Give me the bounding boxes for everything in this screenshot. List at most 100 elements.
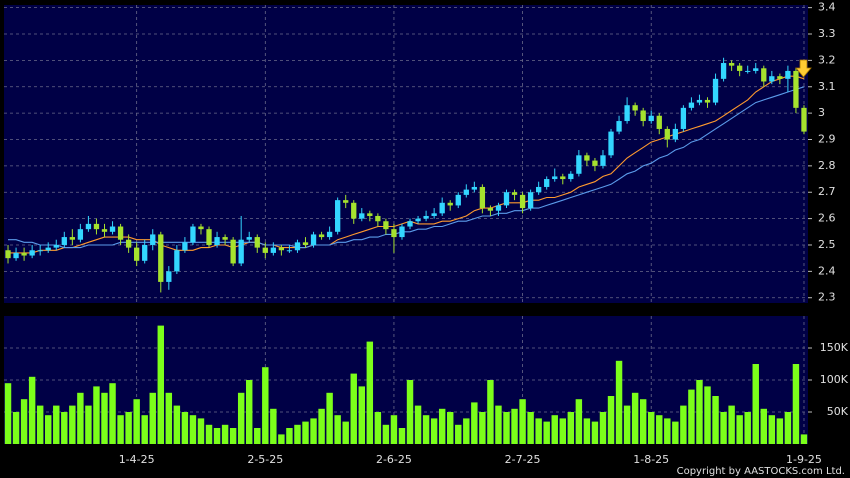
copyright: Copyright by AASTOCKS.com Ltd. bbox=[677, 466, 845, 477]
candle-body bbox=[455, 194, 461, 206]
candle-body bbox=[680, 107, 687, 129]
volume-bar bbox=[278, 434, 285, 444]
candle-body bbox=[399, 226, 405, 238]
candle-body bbox=[753, 68, 759, 71]
volume-bar bbox=[680, 405, 687, 444]
candle-body bbox=[584, 155, 590, 161]
candle-body bbox=[801, 107, 807, 132]
candle-body bbox=[511, 192, 518, 195]
candle-body bbox=[712, 78, 719, 103]
candle-body bbox=[150, 234, 156, 245]
candle-body bbox=[495, 205, 502, 211]
volume-bar bbox=[165, 392, 173, 444]
candle-body bbox=[222, 237, 228, 240]
volume-bar bbox=[559, 418, 566, 444]
volume-bar bbox=[310, 418, 317, 444]
candle-body bbox=[367, 213, 373, 216]
volume-bar bbox=[672, 421, 679, 444]
candle-body bbox=[519, 194, 526, 209]
candle-body bbox=[552, 176, 558, 180]
candle-body bbox=[487, 208, 494, 211]
volume-bar bbox=[149, 392, 156, 444]
signal-arrow bbox=[795, 59, 812, 78]
volume-bar bbox=[173, 405, 181, 444]
volume-bar bbox=[366, 341, 374, 444]
moving-average-line bbox=[8, 75, 805, 254]
candle-body bbox=[13, 252, 19, 259]
volume-bar bbox=[551, 415, 558, 444]
volume-bar bbox=[736, 415, 743, 444]
candle-body bbox=[785, 70, 791, 79]
candle-body bbox=[688, 102, 695, 108]
volume-bar bbox=[784, 412, 792, 444]
candle-body bbox=[85, 223, 92, 230]
candle-body bbox=[664, 128, 670, 140]
candle-body bbox=[672, 128, 678, 140]
candle-body bbox=[592, 160, 598, 166]
candle-body bbox=[415, 218, 421, 222]
candle-body bbox=[632, 105, 638, 111]
volume-bar bbox=[318, 408, 325, 444]
volume-bar bbox=[406, 380, 414, 444]
candle-body bbox=[761, 68, 767, 82]
volume-bar bbox=[503, 412, 510, 444]
volume-bar bbox=[792, 364, 800, 444]
candle-body bbox=[737, 65, 743, 71]
volume-bar bbox=[422, 415, 430, 444]
candle-body bbox=[101, 229, 108, 232]
candle-body bbox=[77, 229, 84, 240]
candle-body bbox=[728, 63, 735, 66]
y-tick-label: 2.5 bbox=[818, 238, 836, 251]
volume-bar bbox=[463, 418, 470, 444]
candle-body bbox=[431, 213, 437, 216]
x-tick-label: 1-8-25 bbox=[633, 453, 669, 466]
volume-bar bbox=[728, 405, 735, 444]
candle-body bbox=[536, 186, 542, 193]
volume-bar bbox=[213, 428, 221, 444]
candle-body bbox=[158, 234, 164, 282]
y-tick-label: 2.8 bbox=[818, 159, 836, 172]
volume-bar bbox=[342, 421, 349, 444]
volume-bar bbox=[720, 412, 727, 444]
candle-body bbox=[198, 226, 204, 230]
candle-body bbox=[640, 110, 646, 122]
candle-body bbox=[238, 239, 244, 264]
volume-bar bbox=[181, 412, 189, 444]
candle-body bbox=[53, 244, 59, 248]
candle-body bbox=[777, 76, 783, 79]
candle-body bbox=[182, 242, 188, 251]
volume-bar bbox=[768, 415, 776, 444]
volume-bar bbox=[358, 386, 365, 444]
candle-body bbox=[391, 229, 397, 238]
y-tick-label: 2.3 bbox=[818, 291, 836, 304]
candle-body bbox=[745, 70, 751, 72]
candle-body bbox=[142, 244, 148, 261]
volume-bar bbox=[205, 424, 213, 444]
candle-body bbox=[704, 99, 711, 103]
y-tick-label: 2.6 bbox=[818, 212, 836, 225]
volume-bar bbox=[93, 386, 100, 444]
volume-bar bbox=[237, 392, 245, 444]
volume-bar bbox=[479, 412, 486, 444]
candle-body bbox=[544, 179, 550, 187]
candle-body bbox=[254, 237, 260, 248]
volume-bar bbox=[800, 434, 808, 444]
candle-body bbox=[166, 271, 172, 282]
volume-bar bbox=[752, 364, 759, 444]
volume-bar bbox=[133, 399, 140, 444]
volume-bar bbox=[326, 392, 333, 444]
candle-body bbox=[29, 250, 35, 256]
candle-body bbox=[600, 155, 606, 166]
volume-bar bbox=[45, 415, 52, 444]
candle-body bbox=[479, 186, 486, 209]
volume-bar bbox=[109, 383, 116, 444]
y-tick-label: 3.1 bbox=[818, 80, 836, 93]
candle-body bbox=[174, 250, 180, 272]
moving-average-line bbox=[8, 86, 805, 249]
volume-bar bbox=[262, 367, 269, 444]
candle-body bbox=[648, 115, 654, 122]
candle-body bbox=[383, 221, 389, 230]
volume-bar bbox=[575, 399, 583, 444]
volume-bar bbox=[430, 418, 438, 444]
candle-body bbox=[503, 192, 510, 206]
